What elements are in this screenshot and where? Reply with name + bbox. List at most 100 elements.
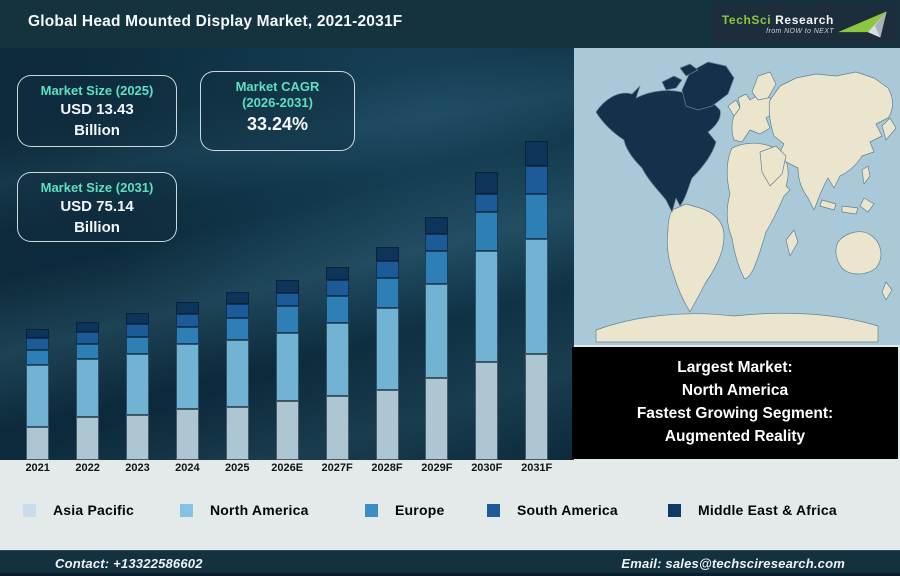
legend-swatch-middle-east-africa [668,503,681,517]
legend-swatch-north-america [180,503,193,517]
bar-2029f [425,217,449,460]
bar-segment-europe [76,344,100,359]
chart-panel: Market Size (2025) USD 13.43 Billion Mar… [0,48,574,460]
map-europe [731,93,779,143]
bar-2026e [275,280,299,460]
stat-title: Market Size (2025) [40,83,154,98]
bar-segment-middle-east-africa [425,217,449,234]
logo-tagline: from NOW to NEXT [766,27,834,35]
stat-box-market-cagr: Market CAGR (2026-2031) 33.24% [200,71,355,151]
footer-contact: Contact: +13322586602 [55,556,203,571]
bottom-band: 2021 2022 2023 2024 2025 2026E 2027F 2028F 2029F… [0,460,900,550]
bar-segment-europe [525,194,549,239]
legend-item-asia-pacific: Asia Pacific [23,502,134,518]
bar-segment-south-america [175,314,199,327]
map-indonesia [819,199,837,211]
x-axis-label-2025: 2025 [225,462,250,474]
bar-segment-middle-east-africa [525,141,549,166]
bar-segment-asia-pacific [175,409,199,460]
bar-segment-asia-pacific [325,396,349,460]
x-axis-label-2021: 2021 [25,462,50,474]
bar-2023 [126,313,149,460]
map-philippines [861,165,871,185]
x-axis-label-2031f: 2031F [521,462,553,474]
map-greenland-highlight [681,61,735,111]
stat-box-market-size-2031: Market Size (2031) USD 75.14 Billion [17,172,177,242]
bar-segment-europe [275,306,299,333]
legend-swatch-south-america [487,503,500,517]
bar-segment-europe [175,327,199,344]
bar-segment-asia-pacific [126,415,149,460]
bar-segment-south-america [525,166,549,194]
legend-item-south-america: South America [487,502,618,518]
x-axis-label-2024: 2024 [175,462,200,474]
bar-segment-north-america [175,344,199,409]
bar-segment-south-america [275,293,299,306]
x-axis-label-2023: 2023 [125,462,150,474]
x-axis-label-2027f: 2027F [321,462,353,474]
world-map-svg [574,48,900,345]
x-axis-label-2029f: 2029F [421,462,453,474]
bar-2021 [26,329,50,460]
stat-title-line2: (2026-2031) [242,95,313,110]
x-axis-label-2026e: 2026E [271,462,304,474]
bar-segment-asia-pacific [525,354,549,460]
stat-value: USD 75.14 [60,198,134,215]
map-arctic-island [661,75,683,91]
legend-label: South America [517,502,618,518]
map-scandinavia [751,71,777,101]
bar-segment-europe [325,296,349,323]
bar-segment-middle-east-africa [475,172,499,194]
x-axis-labels: 2021 2022 2023 2024 2025 2026E 2027F 2028F 2029F… [0,462,575,476]
logo-arrow-icon [838,10,887,37]
bar-segment-middle-east-africa [375,247,399,261]
stat-value: 33.24% [246,114,309,134]
footer: Contact: +13322586602 Email: sales@techs… [0,550,900,576]
stat-title: Market CAGR [235,79,320,94]
bar-segment-asia-pacific [26,427,50,460]
bar-segment-north-america [275,333,299,401]
bar-segment-north-america [76,359,100,417]
legend-label: Middle East & Africa [698,502,837,518]
bar-segment-middle-east-africa [126,313,149,324]
bar-segment-south-america [126,324,149,337]
bar-segment-north-america [225,340,249,407]
bar-segment-asia-pacific [475,362,499,460]
bar-2027f [325,267,349,460]
bar-2022 [76,322,100,460]
header: Global Head Mounted Display Market, 2021… [0,0,900,48]
info-line: Largest Market: [677,359,793,376]
bar-segment-north-america [475,251,499,362]
bar-segment-north-america [425,284,449,378]
stat-value-unit: Billion [74,219,120,236]
legend-swatch-asia-pacific [23,503,36,517]
bar-segment-europe [26,350,50,365]
bar-segment-middle-east-africa [76,322,100,332]
bar-segment-north-america [375,308,399,390]
legend-item-middle-east-africa: Middle East & Africa [668,502,837,518]
market-info-box: Largest Market: North America Fastest Grow… [572,347,898,459]
bar-segment-north-america [26,365,50,427]
bar-segment-asia-pacific [375,390,399,460]
bar-segment-south-america [76,332,100,344]
stat-value-unit: Billion [74,122,120,139]
bar-segment-asia-pacific [275,401,299,460]
map-north-america-highlight [595,85,721,213]
legend-item-north-america: North America [180,502,309,518]
bar-segment-south-america [325,280,349,296]
bar-segment-south-america [425,234,449,251]
map-madagascar [785,229,799,257]
stat-title: Market Size (2031) [40,180,154,195]
bar-segment-middle-east-africa [275,280,299,293]
bar-segment-south-america [225,304,249,318]
map-antarctica [595,312,879,343]
legend-label: North America [210,502,309,518]
legend-label: Europe [395,502,445,518]
bar-segment-north-america [126,354,149,415]
bar-2024 [175,302,199,460]
stat-value: USD 13.43 [60,101,134,118]
bar-segment-europe [425,251,449,284]
logo-brand-part2: Research [775,12,834,27]
legend-label: Asia Pacific [53,502,134,518]
